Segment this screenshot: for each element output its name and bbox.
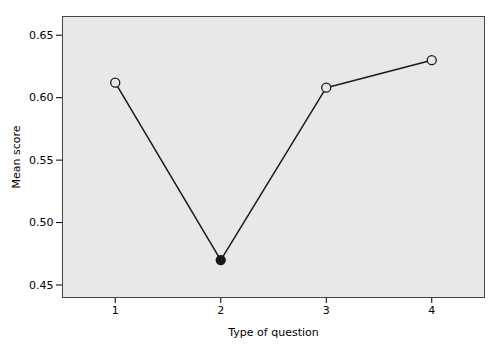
svg-text:1: 1 bbox=[112, 304, 119, 317]
svg-text:4: 4 bbox=[428, 304, 435, 317]
svg-text:0.60: 0.60 bbox=[29, 91, 54, 104]
svg-text:0.55: 0.55 bbox=[29, 154, 54, 167]
svg-text:0.45: 0.45 bbox=[29, 279, 54, 292]
svg-text:0.50: 0.50 bbox=[29, 216, 54, 229]
svg-text:Type of question: Type of question bbox=[227, 326, 318, 339]
svg-text:2: 2 bbox=[217, 304, 224, 317]
svg-text:0.65: 0.65 bbox=[29, 29, 54, 42]
svg-text:Mean score: Mean score bbox=[10, 125, 23, 188]
svg-text:3: 3 bbox=[323, 304, 330, 317]
